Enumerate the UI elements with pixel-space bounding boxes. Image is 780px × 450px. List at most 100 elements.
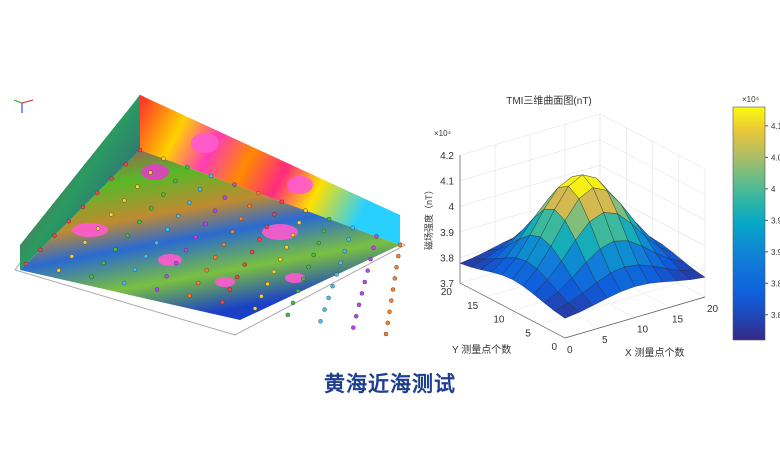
measurement-point — [23, 261, 29, 267]
measurement-point — [362, 279, 367, 285]
measurement-points — [23, 147, 403, 337]
colorbar-tick-label: 4 — [771, 185, 776, 194]
measurement-point — [365, 268, 370, 273]
measurement-point — [257, 237, 262, 242]
measurement-point — [173, 178, 178, 184]
measurement-point — [122, 198, 127, 203]
measurement-point — [108, 212, 114, 217]
z-tick-label: 3.8 — [440, 253, 454, 264]
measurement-point — [220, 300, 225, 305]
measurement-point — [350, 225, 355, 230]
x-axis — [564, 296, 706, 339]
measurement-point — [397, 242, 403, 248]
measurement-point — [396, 253, 401, 259]
measurement-point — [234, 274, 240, 280]
x-tick-label: 20 — [707, 304, 719, 315]
measurement-point — [284, 244, 289, 250]
y-tick-label: 5 — [525, 328, 531, 339]
measurement-point — [221, 242, 227, 247]
top-wall-slice — [140, 95, 400, 245]
measurement-point — [252, 306, 258, 311]
measurement-point — [385, 320, 390, 326]
measurement-point — [164, 274, 169, 279]
measurement-point — [346, 237, 351, 242]
measurement-point — [113, 247, 118, 252]
z-tick-label: 3.9 — [440, 228, 454, 239]
measurement-point — [137, 219, 142, 225]
side-wall-slice — [20, 95, 140, 270]
colorbar-tick-label: 4.1 — [771, 122, 780, 131]
axis-triad-icon — [13, 99, 34, 113]
z-tick-label: 4 — [448, 202, 454, 213]
colorbar-tick-label: 4.05 — [771, 153, 780, 162]
y-axis-label: Y 测量点个数 — [452, 343, 511, 356]
measurement-point — [242, 262, 247, 267]
z-tick-label: 4.2 — [440, 151, 454, 162]
colorbar-tick-label: 3.9 — [771, 248, 780, 257]
y-tick-label: 10 — [493, 315, 505, 326]
x-tick-label: 15 — [672, 314, 684, 325]
measurement-point — [148, 170, 153, 175]
measurement-point — [95, 226, 101, 231]
measurement-point — [394, 265, 399, 270]
measurement-point — [322, 307, 327, 312]
measurement-point — [390, 287, 396, 292]
measurement-point — [212, 208, 218, 214]
x-tick-label: 0 — [567, 345, 573, 356]
measurement-point — [351, 325, 356, 330]
measurement-point — [371, 245, 376, 251]
z-axis-label: 磁场强度（nT） — [423, 185, 434, 250]
measurement-point — [165, 227, 170, 232]
y-tick-label: 15 — [467, 301, 479, 312]
measurement-point — [232, 182, 237, 187]
measurement-point — [187, 293, 192, 298]
measurement-point — [334, 272, 339, 277]
measurement-point — [197, 187, 203, 192]
measurement-point — [265, 281, 270, 287]
measurement-point — [109, 176, 114, 181]
chart-title: TMI三维曲面图(nT) — [506, 94, 592, 107]
measurement-point — [230, 229, 235, 234]
measurement-point — [174, 261, 179, 266]
measurement-point — [208, 173, 214, 179]
measurement-point — [326, 295, 331, 301]
measurement-point — [303, 208, 308, 213]
measurement-point — [195, 280, 201, 286]
measurement-point — [318, 319, 323, 324]
measurement-point — [330, 284, 335, 289]
measurement-point — [135, 184, 140, 189]
measurement-point — [222, 195, 228, 200]
measurement-point — [368, 257, 373, 262]
measurement-point — [238, 216, 244, 222]
measurement-point — [290, 300, 296, 306]
measurement-point — [101, 260, 106, 266]
measurement-point — [356, 302, 362, 307]
measurement-point — [183, 247, 189, 253]
measurement-point — [123, 162, 129, 167]
measurement-point — [342, 248, 347, 254]
measurement-point — [52, 233, 57, 238]
measurement-point — [306, 264, 311, 270]
measurement-point — [387, 309, 392, 314]
surface-patch — [554, 302, 580, 319]
measurement-point — [326, 216, 332, 222]
measurement-point — [203, 221, 208, 227]
measurement-point — [185, 165, 190, 170]
colorbar-exponent-label: ×10⁴ — [742, 95, 760, 104]
measurement-point — [82, 240, 88, 245]
measurement-point — [66, 219, 72, 224]
measurement-point — [256, 190, 261, 196]
measurement-point — [338, 260, 343, 265]
colorbar — [732, 106, 766, 341]
measurement-point — [143, 254, 149, 259]
measurement-point — [271, 269, 277, 274]
measurement-point — [290, 232, 296, 238]
3d-magnetic-volume-render — [13, 94, 407, 337]
z-tick-label: 4.1 — [440, 177, 454, 188]
y-tick-label: 20 — [441, 287, 453, 298]
measurement-point — [227, 287, 233, 292]
colorbar-tick-label: 3.95 — [771, 216, 780, 225]
measurement-point — [132, 267, 138, 272]
x-tick-label: 5 — [602, 335, 608, 346]
